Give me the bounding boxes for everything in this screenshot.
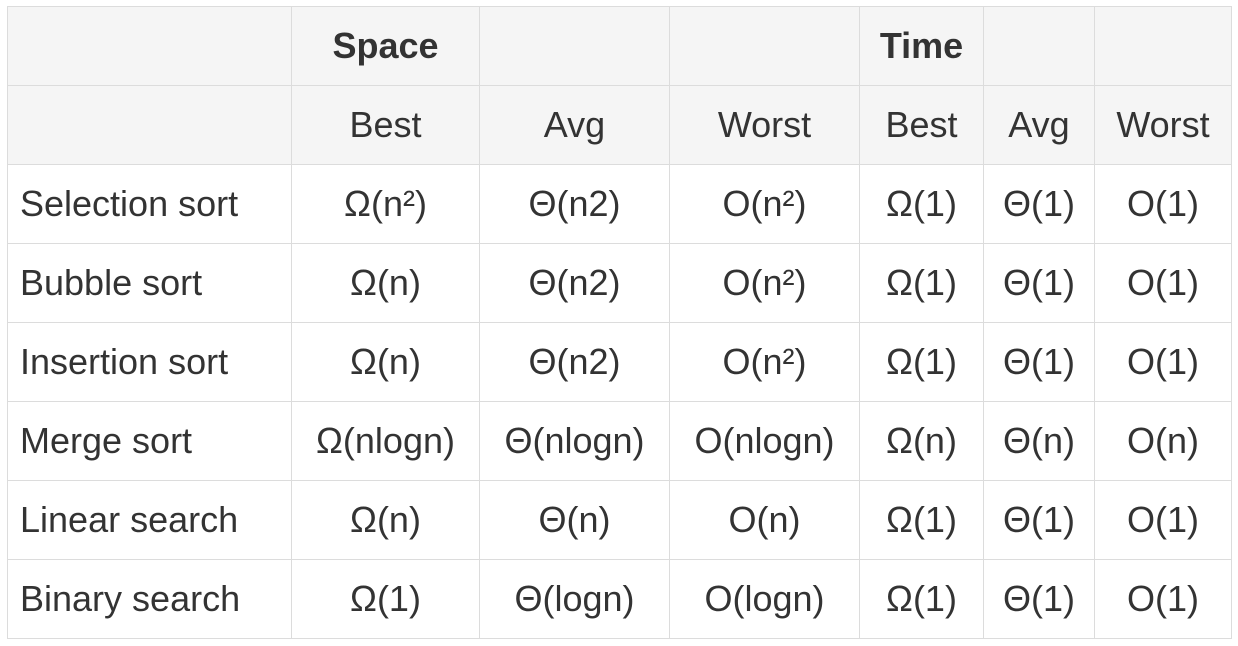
table-row: Binary search Ω(1) Θ(logn) O(logn) Ω(1) … <box>7 559 1232 639</box>
group-header-cell <box>1094 6 1232 86</box>
sub-header-time-best: Best <box>859 85 984 165</box>
row-label: Insertion sort <box>7 322 292 402</box>
table-cell: O(1) <box>1094 243 1232 323</box>
table-cell: Θ(n2) <box>479 164 670 244</box>
sub-header-space-avg: Avg <box>479 85 670 165</box>
table-cell: O(1) <box>1094 164 1232 244</box>
group-header-cell <box>479 6 670 86</box>
table-cell: Ω(1) <box>859 243 984 323</box>
group-header-time: Time <box>859 6 984 86</box>
row-label: Merge sort <box>7 401 292 481</box>
table-cell: Ω(1) <box>859 322 984 402</box>
table-cell: Ω(1) <box>291 559 480 639</box>
table-cell: Θ(logn) <box>479 559 670 639</box>
sub-header-space-best: Best <box>291 85 480 165</box>
table-cell: O(nlogn) <box>669 401 860 481</box>
table-row: Selection sort Ω(n²) Θ(n2) O(n²) Ω(1) Θ(… <box>7 164 1232 244</box>
group-header-space: Space <box>291 6 480 86</box>
table-cell: O(n²) <box>669 164 860 244</box>
group-header-cell <box>983 6 1095 86</box>
table-cell: Θ(1) <box>983 480 1095 560</box>
row-label: Bubble sort <box>7 243 292 323</box>
row-label: Selection sort <box>7 164 292 244</box>
table-cell: Ω(n) <box>291 322 480 402</box>
table-cell: O(n) <box>669 480 860 560</box>
table-cell: O(n²) <box>669 243 860 323</box>
table-cell: Θ(n) <box>983 401 1095 481</box>
table-cell: Ω(n) <box>859 401 984 481</box>
table-cell: Θ(n2) <box>479 322 670 402</box>
table-cell: Ω(1) <box>859 559 984 639</box>
table-cell: Θ(n2) <box>479 243 670 323</box>
row-label: Linear search <box>7 480 292 560</box>
table-cell: O(logn) <box>669 559 860 639</box>
group-header-cell <box>669 6 860 86</box>
table-cell: O(1) <box>1094 322 1232 402</box>
table-cell: Ω(1) <box>859 164 984 244</box>
table-cell: Θ(1) <box>983 559 1095 639</box>
complexity-table-container: Space Time Best Avg Worst Best Avg Worst… <box>7 6 1232 639</box>
table-cell: Θ(n) <box>479 480 670 560</box>
table-row: Bubble sort Ω(n) Θ(n2) O(n²) Ω(1) Θ(1) O… <box>7 243 1232 323</box>
table-cell: O(1) <box>1094 480 1232 560</box>
sub-header-time-worst: Worst <box>1094 85 1232 165</box>
table-cell: Θ(nlogn) <box>479 401 670 481</box>
sub-header-space-worst: Worst <box>669 85 860 165</box>
table-cell: Ω(1) <box>859 480 984 560</box>
sub-header-time-avg: Avg <box>983 85 1095 165</box>
table-row: Insertion sort Ω(n) Θ(n2) O(n²) Ω(1) Θ(1… <box>7 322 1232 402</box>
table-cell: Θ(1) <box>983 164 1095 244</box>
table-cell: O(1) <box>1094 559 1232 639</box>
table-cell: Θ(1) <box>983 322 1095 402</box>
table-row: Linear search Ω(n) Θ(n) O(n) Ω(1) Θ(1) O… <box>7 480 1232 560</box>
table-cell: Ω(n) <box>291 480 480 560</box>
table-cell: Θ(1) <box>983 243 1095 323</box>
table-cell: O(n) <box>1094 401 1232 481</box>
table-cell: Ω(nlogn) <box>291 401 480 481</box>
table-cell: Ω(n²) <box>291 164 480 244</box>
table-cell: Ω(n) <box>291 243 480 323</box>
sub-header-row: Best Avg Worst Best Avg Worst <box>7 85 1232 165</box>
table-row: Merge sort Ω(nlogn) Θ(nlogn) O(nlogn) Ω(… <box>7 401 1232 481</box>
complexity-table: Space Time Best Avg Worst Best Avg Worst… <box>7 6 1232 639</box>
row-label: Binary search <box>7 559 292 639</box>
sub-header-cell <box>7 85 292 165</box>
group-header-cell <box>7 6 292 86</box>
group-header-row: Space Time <box>7 6 1232 86</box>
table-cell: O(n²) <box>669 322 860 402</box>
